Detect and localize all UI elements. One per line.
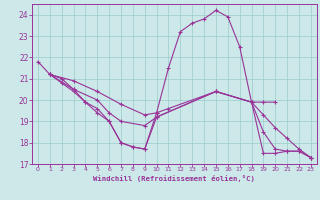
X-axis label: Windchill (Refroidissement éolien,°C): Windchill (Refroidissement éolien,°C): [93, 175, 255, 182]
